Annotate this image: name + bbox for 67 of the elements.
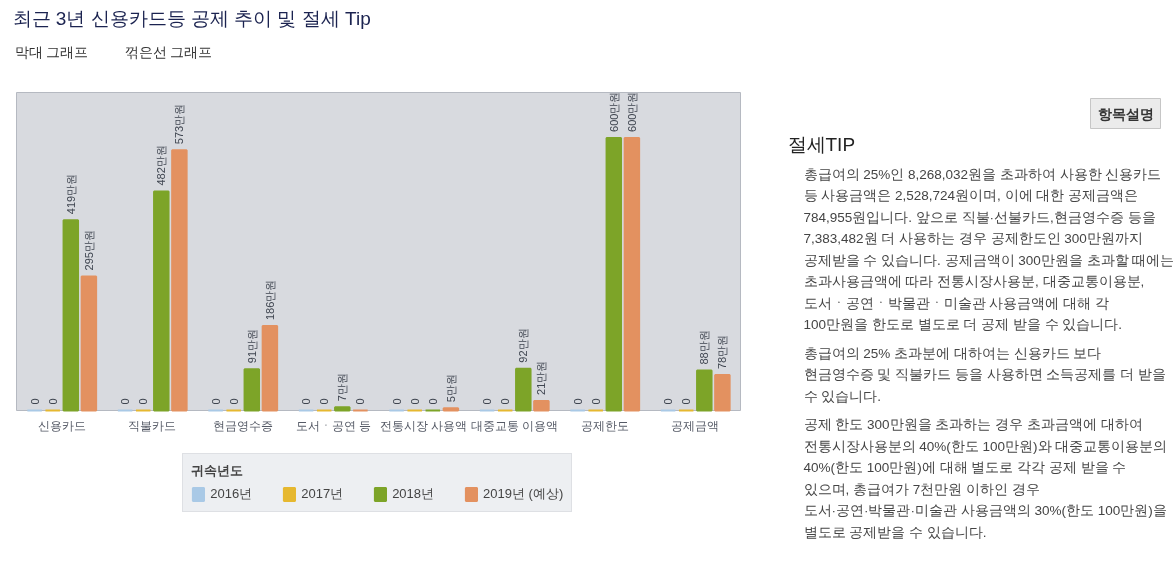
data-label: 0	[426, 398, 439, 405]
legend-label: 2017년	[301, 485, 344, 503]
text: 총급여의 25%인 8,268,032원을 초과하여 사용한 신용카드 등 사용금액은 2,528,724원이며, 이에 대한 공제금액은 784,955원입니다. 앞으로 직불·선불카드,현금영수증 등을 7,383,482원 더 사용하는 경우 공제한도인 300만원까지 공제받을 수 있습니다. 공제금액이 300만원을 초과할 때에는 초과사용금액에 따라 전통시장사용분, 대중교통이용분, 도서ㆍ공연ㆍ박물관ㆍ미술관 사용금액에 대해 각 100만원을 한도로 별도로 더 공제 받을 수 있습니다.	[803, 166, 1175, 332]
bar	[243, 368, 261, 412]
data-label: 295만원	[82, 230, 95, 271]
data-label: 5만원	[444, 374, 457, 403]
data-label: 0	[571, 398, 584, 405]
data-label: 0	[589, 398, 602, 405]
bar	[696, 369, 713, 412]
data-label: 0	[46, 398, 59, 405]
data-label: 419만원	[64, 173, 77, 215]
bar	[80, 275, 98, 412]
data-label: 78만원	[716, 334, 729, 370]
data-label: 7만원	[336, 373, 349, 402]
data-label: 21만원	[535, 360, 548, 395]
data-label: 0	[227, 398, 240, 405]
bar	[62, 219, 80, 412]
chart-title: 최근 3년 신용카드등 공제 추이 및 절세 Tip	[12, 8, 371, 29]
text: 절세TIP	[787, 134, 856, 155]
bar	[153, 190, 170, 412]
bar	[714, 374, 731, 412]
data-label: 0	[680, 398, 693, 405]
legend-label: 2016년	[210, 485, 253, 503]
x-tick-label: 대중교통 이용액	[470, 419, 558, 432]
data-label: 0	[354, 398, 367, 405]
data-label: 0	[662, 398, 675, 405]
data-label: 482만원	[155, 145, 168, 186]
x-tick-label: 직불카드	[128, 419, 177, 432]
bar	[515, 367, 532, 412]
data-label: 0	[28, 398, 41, 405]
x-tick-label: 현금영수증	[212, 419, 273, 432]
bar	[171, 149, 188, 412]
text: 꺾은선 그래프	[124, 43, 213, 60]
data-label: 186만원	[263, 279, 276, 320]
bar	[261, 325, 279, 412]
bar	[533, 399, 550, 412]
data-label: 91만원	[245, 328, 258, 364]
x-tick-label: 도서ㆍ공연 등	[295, 419, 371, 432]
data-label: 573만원	[173, 103, 186, 145]
x-tick-label: 공제한도	[580, 419, 629, 432]
text: 공제 한도 300만원을 초과하는 경우 초과금액에 대하여 전통시장사용분의 40%(한도 100만원)와 대중교통이용분의 40%(한도 100만원)에 대해 별도로 각각 공제 받을 수 있으며, 총급여가 7천만원 이하인 경우 도서·공연·박물관·미술관 사용금액의 30%(한도 100만원)을 별도로 공제받을 수 있습니다.	[803, 417, 1168, 540]
legend-label: 2018년	[392, 485, 435, 503]
x-tick-label: 공제금액	[671, 419, 720, 432]
data-label: 0	[481, 398, 494, 405]
data-label: 0	[119, 398, 132, 405]
data-label: 0	[390, 398, 403, 405]
legend-title: 귀속년도	[191, 462, 245, 480]
data-label: 0	[318, 398, 331, 405]
data-label: 88만원	[698, 330, 711, 365]
data-label: 600만원	[607, 91, 620, 132]
data-label: 0	[499, 398, 512, 405]
legend-label: 2019년 (예상)	[483, 485, 564, 503]
data-label: 0	[408, 398, 421, 405]
data-label: 0	[209, 398, 222, 405]
data-label: 0	[300, 398, 313, 405]
text: 막대 그래프	[14, 43, 89, 60]
x-tick-label: 신용카드	[37, 419, 86, 432]
bar	[623, 136, 641, 412]
data-label: 600만원	[625, 91, 638, 132]
bar	[605, 136, 623, 412]
bar	[334, 406, 351, 412]
text: 항목설명	[1097, 105, 1154, 122]
x-tick-label: 전통시장 사용액	[380, 419, 468, 432]
data-label: 0	[137, 398, 150, 405]
data-label: 92만원	[517, 328, 530, 363]
bar	[442, 407, 460, 412]
text: 총급여의 25% 초과분에 대하여는 신용카드 보다 현금영수증 및 직불카드 등을 사용하면 소득공제를 더 받을 수 있습니다.	[803, 345, 1166, 404]
